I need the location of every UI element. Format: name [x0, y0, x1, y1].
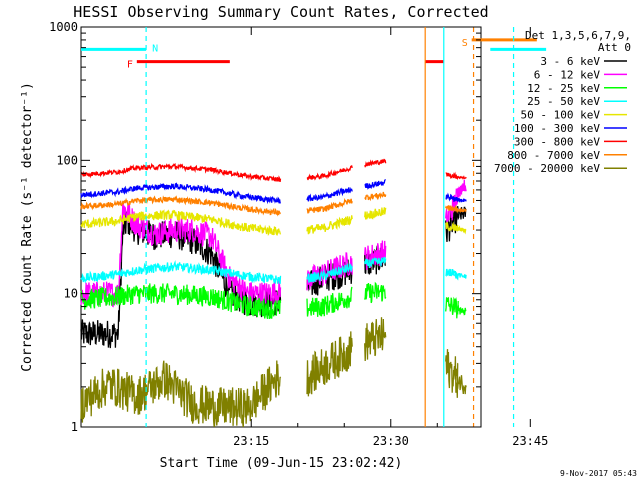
flag-label-f: F — [127, 60, 133, 71]
y-tick-label: 1000 — [49, 20, 78, 34]
plot-area: F S N — [80, 26, 547, 428]
x-tick-label: 23:30 — [373, 434, 409, 448]
flags-layer: F S N — [81, 38, 547, 71]
y-tick-label: 1 — [71, 420, 78, 434]
series-line — [80, 256, 467, 284]
series-line — [80, 281, 467, 320]
y-axis: 1 10 100 1000 — [49, 20, 481, 434]
legend-entry-label: 7000 - 20000 keV — [494, 162, 600, 175]
flag-label-n: N — [152, 43, 158, 54]
legend-entry-label: 25 - 50 keV — [527, 95, 600, 108]
series-layer — [80, 158, 467, 428]
y-tick-label: 100 — [56, 153, 78, 167]
marker-layer — [145, 27, 515, 427]
legend-entry-label: 800 - 7000 keV — [507, 149, 600, 162]
chart-title: HESSI Observing Summary Count Rates, Cor… — [73, 3, 488, 21]
flag-label-s: S — [462, 38, 468, 49]
plot-frame — [80, 26, 482, 428]
series-line — [80, 158, 467, 183]
timestamp: 9-Nov-2017 05:43 — [560, 469, 637, 478]
legend-entry-label: 300 - 800 keV — [514, 135, 600, 148]
series-line — [80, 207, 467, 237]
legend-entry-label: 3 - 6 keV — [540, 55, 600, 68]
legend-entry-label: 100 - 300 keV — [514, 122, 600, 135]
legend-header-line1: Det 1,3,5,6,7,9, — [525, 29, 631, 42]
x-tick-label: 23:15 — [233, 434, 269, 448]
series-line — [80, 317, 467, 428]
y-axis-label: Corrected Count Rate (s⁻¹ detector⁻¹) — [20, 82, 35, 372]
x-tick-label: 23:45 — [512, 434, 548, 448]
legend-header-line2: Att 0 — [598, 41, 631, 54]
legend-entry-label: 12 - 25 keV — [527, 82, 600, 95]
x-axis-label: Start Time (09-Jun-15 23:02:42) — [160, 456, 403, 471]
y-tick-label: 10 — [64, 287, 78, 301]
series-line — [80, 179, 467, 205]
legend-entry-label: 6 - 12 keV — [534, 68, 601, 81]
series-line — [80, 191, 467, 217]
legend-entry-label: 50 - 100 keV — [521, 109, 601, 122]
